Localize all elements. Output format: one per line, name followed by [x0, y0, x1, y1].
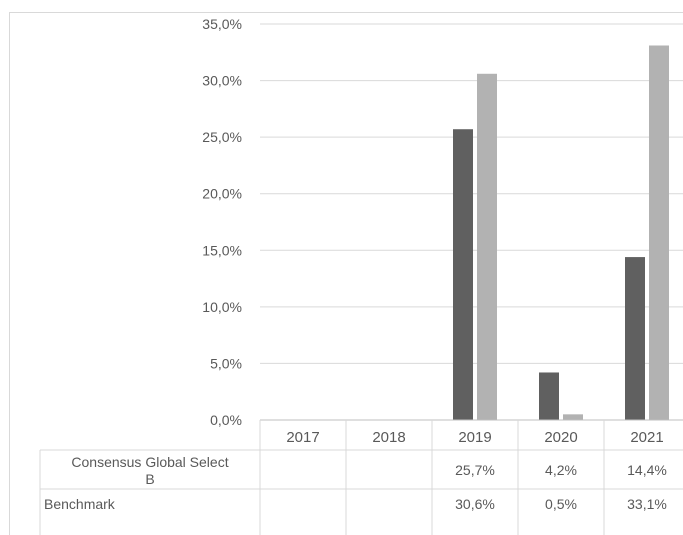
series-label-consensus: Consensus Global Select B: [71, 454, 228, 487]
y-tick-label: 35,0%: [202, 16, 242, 32]
y-tick-label: 25,0%: [202, 129, 242, 145]
bar-consensus-2019: [453, 129, 473, 421]
category-label: 2020: [544, 429, 577, 446]
category-label: 2019: [458, 429, 491, 446]
y-tick-label: 15,0%: [202, 242, 242, 258]
category-label: 2021: [630, 429, 663, 446]
bar-benchmark-2021: [649, 45, 669, 421]
y-tick-label: 10,0%: [202, 299, 242, 315]
bar-consensus-2020: [539, 372, 559, 420]
bar-consensus-2021: [625, 257, 645, 420]
data-label: 25,7%: [455, 462, 495, 478]
y-tick-label: 5,0%: [210, 355, 242, 371]
y-tick-label: 20,0%: [202, 186, 242, 202]
data-label: 33,1%: [627, 496, 667, 512]
bar-benchmark-2019: [477, 73, 497, 420]
bar-benchmark-2020: [563, 414, 583, 420]
data-label: 0,5%: [545, 496, 577, 512]
data-label: 4,2%: [545, 462, 577, 478]
chart-frame: [9, 12, 683, 535]
series-label-benchmark: Benchmark: [44, 496, 116, 512]
y-tick-label: 0,0%: [210, 412, 242, 428]
y-tick-label: 30,0%: [202, 73, 242, 89]
category-label: 2017: [286, 429, 319, 446]
data-label: 14,4%: [627, 462, 667, 478]
data-label: 30,6%: [455, 496, 495, 512]
category-label: 2018: [372, 429, 405, 446]
